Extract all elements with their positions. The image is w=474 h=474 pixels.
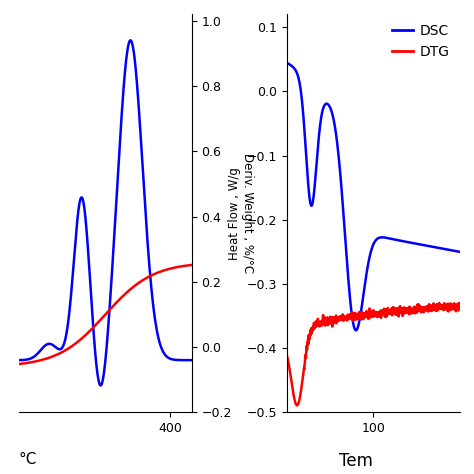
Y-axis label: Heat Flow , W/g: Heat Flow , W/g	[228, 167, 241, 260]
Text: °C: °C	[19, 452, 37, 467]
Text: Tem: Tem	[339, 452, 373, 470]
Y-axis label: Deriv. Weight , %/°C: Deriv. Weight , %/°C	[241, 153, 254, 273]
Legend: DSC, DTG: DSC, DTG	[390, 21, 453, 62]
